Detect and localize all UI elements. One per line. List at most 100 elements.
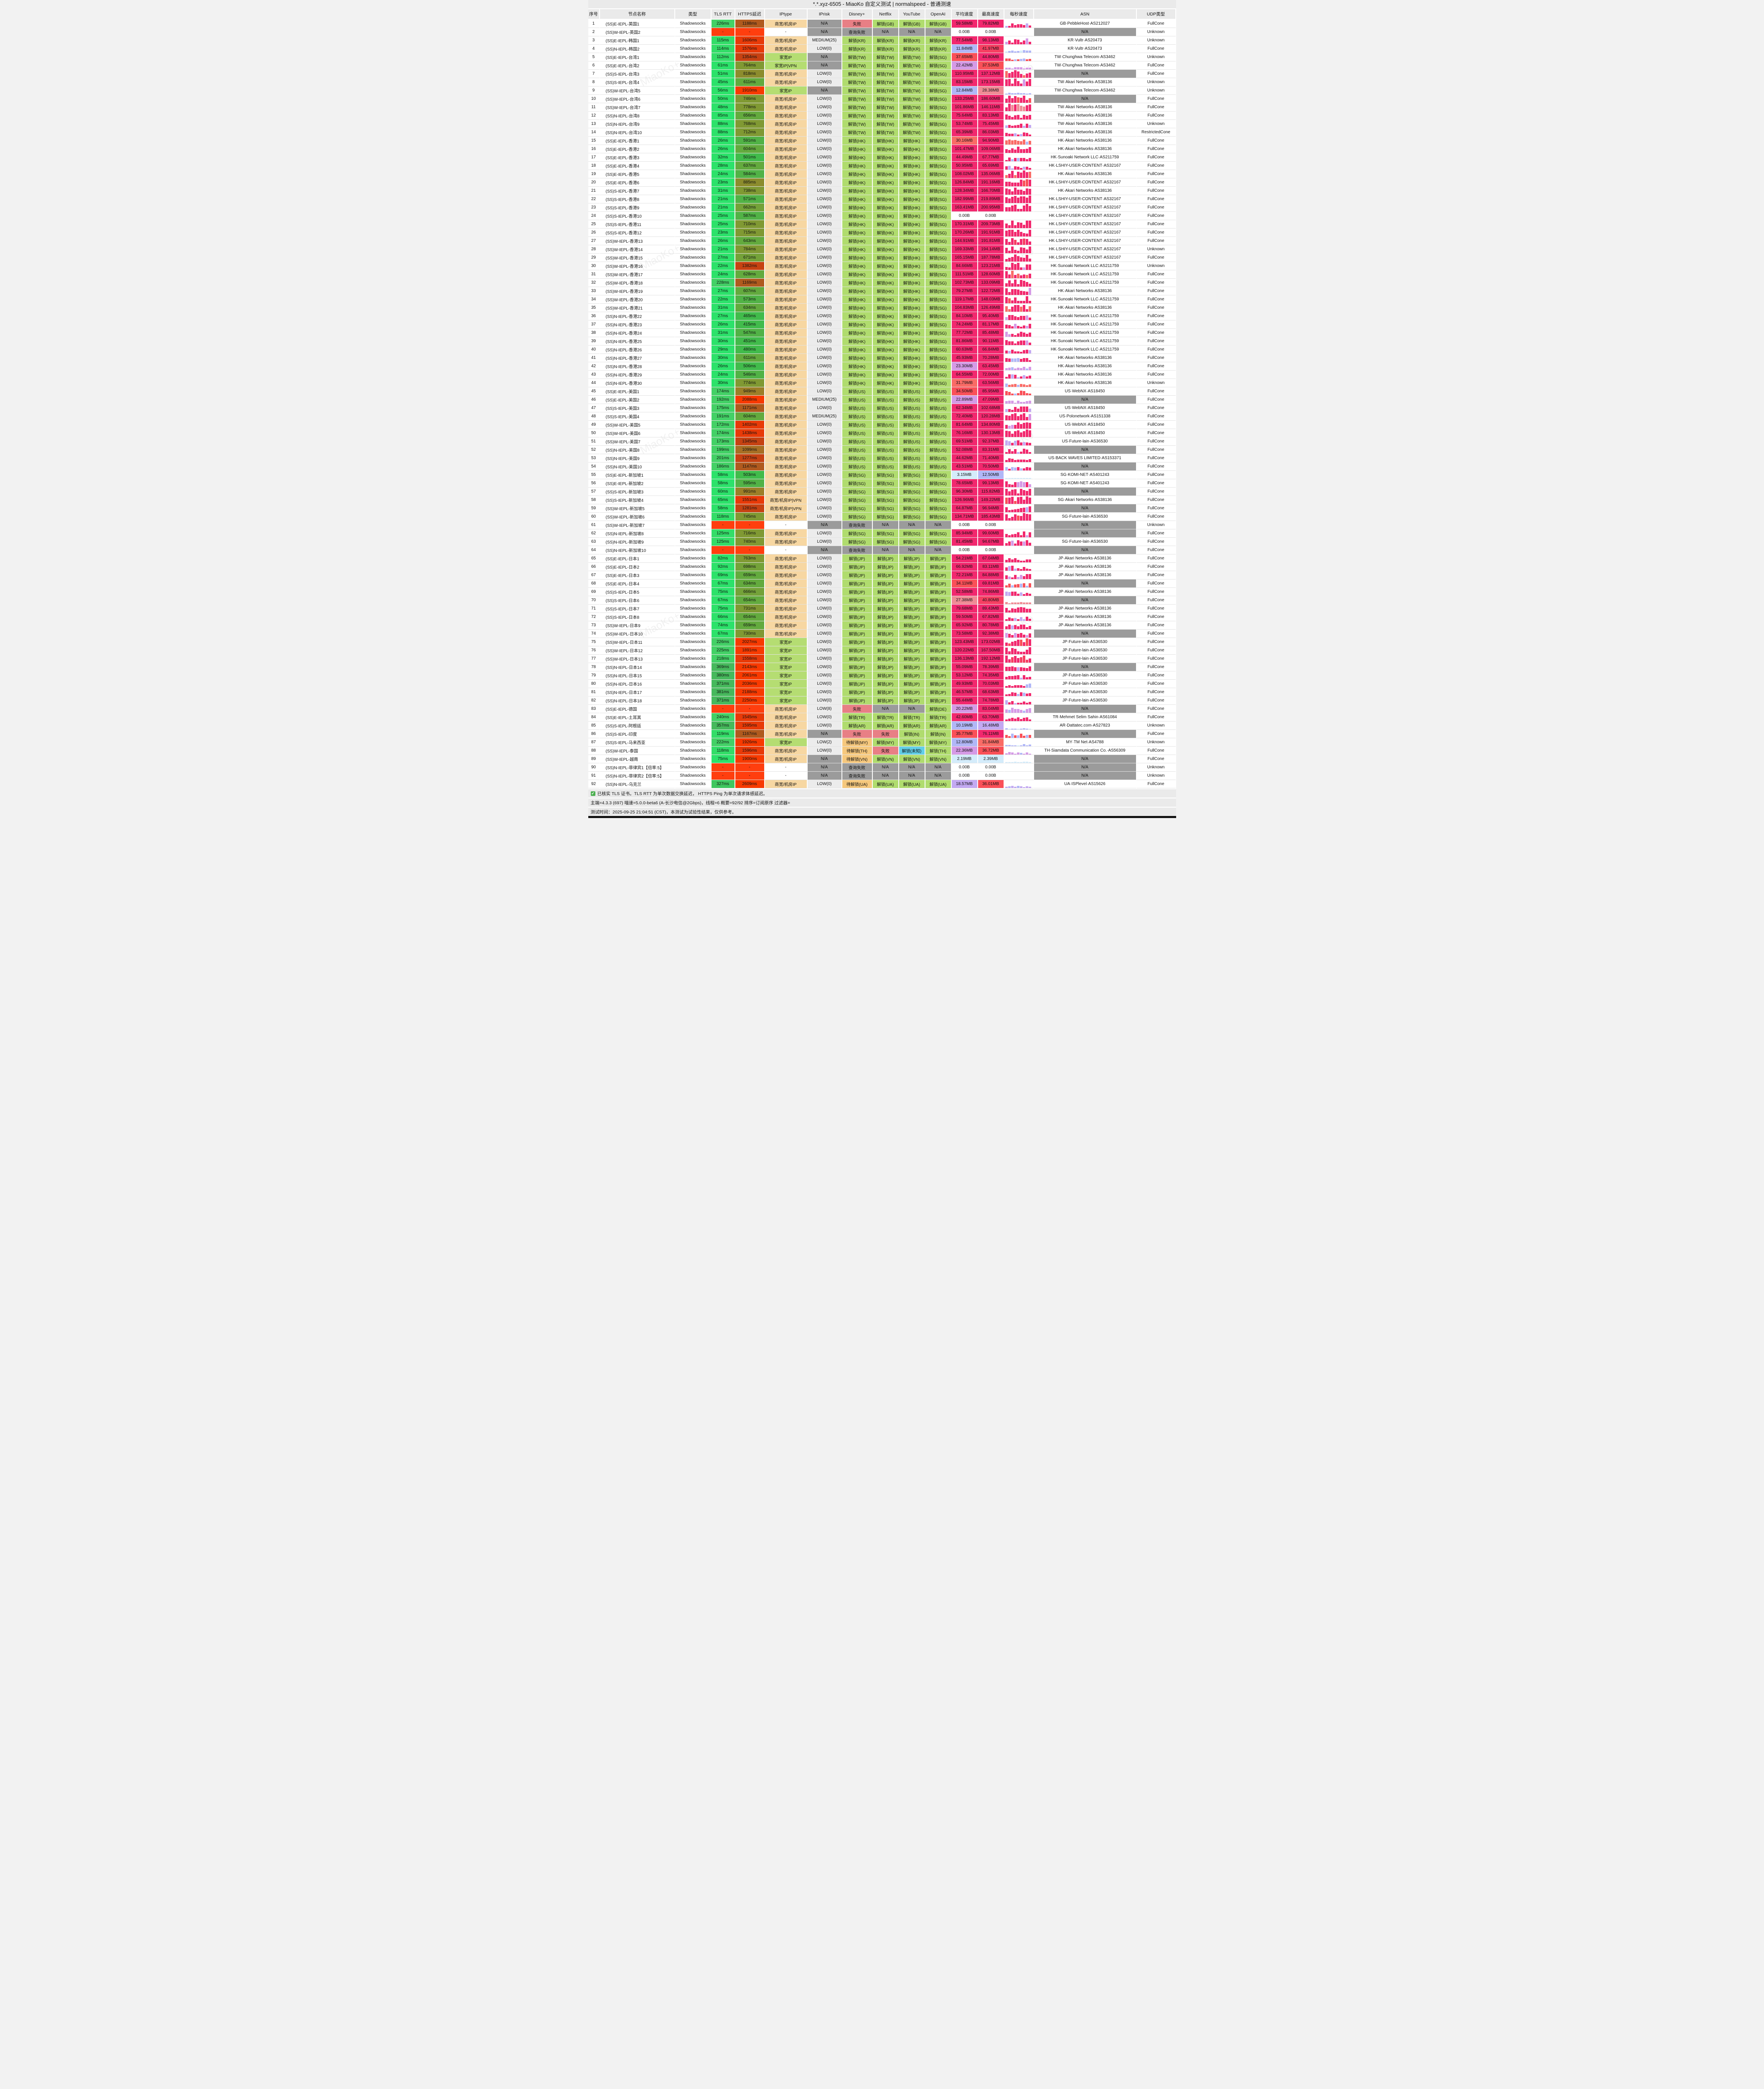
row-index-cell: 54 bbox=[588, 463, 600, 471]
sparkline-bar bbox=[1008, 762, 1011, 763]
asn-cell: JP·Akari Networks·AS38136 bbox=[1034, 588, 1137, 596]
iprisk-cell: LOW(0) bbox=[807, 571, 842, 579]
sparkline-bar bbox=[1005, 648, 1008, 654]
disney-unlock-cell: 解锁(HK) bbox=[842, 245, 873, 254]
avg-speed-cell: 81.45MB bbox=[951, 538, 978, 546]
asn-cell: US·WebNX·AS18450 bbox=[1034, 404, 1137, 412]
youtube-unlock-cell: 解锁(US) bbox=[899, 396, 925, 404]
sparkline-bar bbox=[1025, 249, 1028, 253]
sparkline-bar bbox=[1008, 325, 1011, 328]
asn-cell: HK·Akari Networks·AS38136 bbox=[1034, 137, 1137, 145]
sparkline-bar bbox=[1028, 569, 1031, 571]
asn-cell: JP·Future-lain·AS36530 bbox=[1034, 688, 1137, 696]
avg-speed-cell: 44.49MB bbox=[951, 153, 978, 162]
sparkline-bar bbox=[1025, 105, 1028, 111]
youtube-unlock-cell: 解锁(HK) bbox=[899, 362, 925, 371]
per-second-speed-cell bbox=[1004, 638, 1034, 646]
sparkline-bar bbox=[1019, 141, 1022, 145]
udp-type-cell: FullCone bbox=[1136, 613, 1176, 621]
asn-cell: US·WebNX·AS18450 bbox=[1034, 421, 1137, 429]
node-type-cell: Shadowsocks bbox=[675, 671, 712, 680]
sparkline-bar bbox=[1022, 667, 1025, 671]
disney-unlock-cell: 解锁(HK) bbox=[842, 178, 873, 187]
table-row: 11 (SS)W-IEPL-台湾7 Shadowsocks 48ms 778ms 商宽/机… bbox=[588, 103, 1176, 112]
sparkline-bar bbox=[1019, 709, 1022, 713]
table-row: 45 (SS)E-IEPL-美国1 Shadowsocks 174ms 949ms 商宽/… bbox=[588, 387, 1176, 396]
table-row: 92 (SS)N-IEPL-乌克兰 Shadowsocks 327ms 2609ms 商宽… bbox=[588, 780, 1176, 788]
youtube-unlock-cell: 解锁(HK) bbox=[899, 153, 925, 162]
node-name-cell: (SS)E-IEPL-美国1 bbox=[600, 387, 675, 396]
row-index-cell: 83 bbox=[588, 705, 600, 713]
row-index-cell: 46 bbox=[588, 396, 600, 404]
node-name-cell: (SS)E-IEPL-新加坡2 bbox=[600, 479, 675, 488]
sparkline-bar bbox=[1017, 735, 1019, 738]
iprisk-cell: LOW(0) bbox=[807, 529, 842, 538]
avg-speed-cell: 55.09MB bbox=[951, 663, 978, 671]
sparkline-bar bbox=[1028, 608, 1031, 612]
https-latency-cell: 1382ms bbox=[735, 262, 765, 270]
iptype-cell: 商宽/机房IP bbox=[765, 705, 808, 713]
sparkline-bar bbox=[1019, 451, 1022, 454]
node-type-cell: Shadowsocks bbox=[675, 346, 712, 354]
table-row: 60 (SS)W-IEPL-新加坡6 Shadowsocks 118ms 745ms 商宽… bbox=[588, 513, 1176, 521]
sparkline-bar bbox=[1011, 333, 1014, 337]
sparkline-bar bbox=[1028, 168, 1031, 170]
netflix-unlock-cell: 解锁(TW) bbox=[872, 53, 899, 61]
table-row: 52 (SS)N-IEPL-美国8 Shadowsocks 199ms 1099ms 商宽… bbox=[588, 446, 1176, 454]
speed-sparkline bbox=[1004, 488, 1033, 496]
sparkline-bar bbox=[1014, 693, 1017, 696]
sparkline-bar bbox=[1014, 543, 1017, 546]
per-second-speed-cell bbox=[1004, 187, 1034, 195]
node-type-cell: Shadowsocks bbox=[675, 61, 712, 70]
sparkline-bar bbox=[1008, 51, 1011, 53]
row-index-cell: 82 bbox=[588, 696, 600, 705]
row-index-cell: 24 bbox=[588, 212, 600, 220]
iptype-cell: 商宽/机房IP bbox=[765, 195, 808, 203]
sparkline-bar bbox=[1028, 702, 1031, 704]
node-type-cell: Shadowsocks bbox=[675, 254, 712, 262]
speed-sparkline bbox=[1004, 714, 1033, 721]
node-name-cell: (SS)W-IEPL-香港17 bbox=[600, 270, 675, 279]
sparkline-bar bbox=[1011, 159, 1014, 161]
max-speed-cell: 92.37MB bbox=[978, 437, 1004, 446]
iprisk-cell: N/A bbox=[807, 61, 842, 70]
sparkline-bar bbox=[1008, 491, 1011, 496]
iprisk-cell: N/A bbox=[807, 763, 842, 772]
sparkline-bar bbox=[1005, 340, 1008, 345]
sparkline-bar bbox=[1008, 558, 1011, 562]
max-speed-cell: 0.00B bbox=[978, 546, 1004, 554]
iprisk-cell: LOW(0) bbox=[807, 220, 842, 229]
row-index-cell: 23 bbox=[588, 203, 600, 212]
disney-unlock-cell: 解锁(SG) bbox=[842, 479, 873, 488]
netflix-unlock-cell: 解锁(HK) bbox=[872, 346, 899, 354]
sparkline-bar bbox=[1005, 114, 1008, 119]
node-name-cell: (SS)E-IEPL-德国 bbox=[600, 705, 675, 713]
sparkline-bar bbox=[1019, 51, 1022, 53]
iprisk-cell: LOW(0) bbox=[807, 404, 842, 412]
openai-unlock-cell: 解锁(SG) bbox=[925, 279, 952, 287]
sparkline-bar bbox=[1017, 67, 1019, 69]
https-latency-cell: 1169ms bbox=[735, 279, 765, 287]
iptype-cell: 商宽/机房IP bbox=[765, 780, 808, 788]
netflix-unlock-cell: 解锁(SG) bbox=[872, 496, 899, 504]
openai-unlock-cell: 解锁(JP) bbox=[925, 646, 952, 655]
sparkline-bar bbox=[1008, 409, 1011, 412]
row-index-cell: 90 bbox=[588, 763, 600, 772]
sparkline-bar bbox=[1011, 534, 1014, 537]
https-latency-cell: 591ms bbox=[735, 137, 765, 145]
speed-sparkline bbox=[1004, 313, 1033, 320]
sparkline-bar bbox=[1008, 458, 1011, 462]
sparkline-bar bbox=[1011, 271, 1014, 278]
node-type-cell: Shadowsocks bbox=[675, 203, 712, 212]
youtube-unlock-cell: N/A bbox=[899, 546, 925, 554]
sparkline-bar bbox=[1022, 607, 1025, 612]
row-index-cell: 45 bbox=[588, 387, 600, 396]
sparkline-bar bbox=[1011, 566, 1014, 571]
sparkline-bar bbox=[1025, 677, 1028, 679]
max-speed-cell: 173.02MB bbox=[978, 638, 1004, 646]
sparkline-bar bbox=[1028, 323, 1031, 328]
sparkline-bar bbox=[1017, 422, 1019, 429]
sparkline-bar bbox=[1017, 409, 1019, 412]
avg-speed-cell: 35.77MB bbox=[951, 730, 978, 738]
node-type-cell: Shadowsocks bbox=[675, 763, 712, 772]
